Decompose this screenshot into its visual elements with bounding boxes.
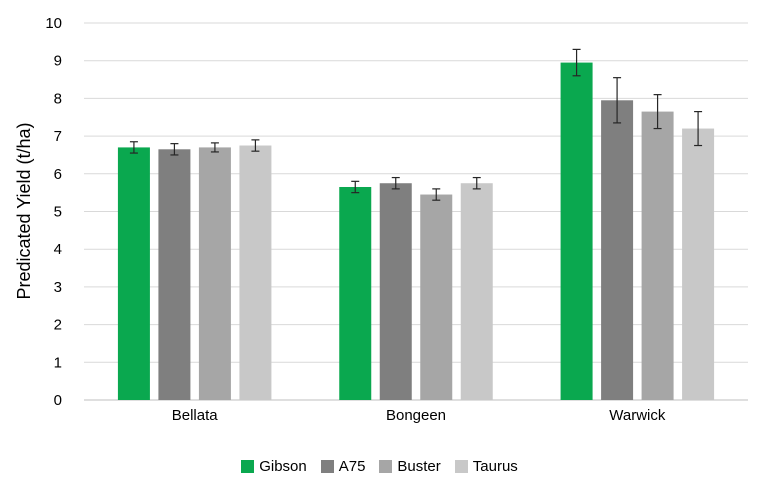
- y-tick-label: 9: [54, 53, 62, 70]
- bar-buster-bongeen: [420, 195, 452, 400]
- y-axis-label: Predicated Yield (t/ha): [14, 122, 34, 299]
- y-tick-label: 8: [54, 90, 62, 107]
- y-tick-label: 4: [54, 241, 62, 258]
- y-tick-label: 10: [45, 15, 62, 32]
- bar-buster-warwick: [642, 112, 674, 400]
- bar-taurus-bellata: [239, 146, 271, 400]
- y-tick-label: 2: [54, 317, 62, 334]
- legend-swatch: [379, 460, 392, 473]
- bar-gibson-bongeen: [339, 187, 371, 400]
- legend-item: A75: [321, 458, 366, 475]
- legend-swatch: [241, 460, 254, 473]
- legend-label: Taurus: [473, 458, 518, 475]
- y-tick-label: 0: [54, 392, 62, 409]
- legend: Gibson A75 Buster Taurus: [0, 458, 759, 475]
- bar-a75-warwick: [601, 100, 633, 400]
- legend-label: A75: [339, 458, 366, 475]
- legend-item: Gibson: [241, 458, 307, 475]
- legend-label: Buster: [397, 458, 440, 475]
- bar-gibson-bellata: [118, 147, 150, 400]
- x-tick-label: Bellata: [172, 407, 219, 424]
- legend-item: Buster: [379, 458, 440, 475]
- legend-swatch: [321, 460, 334, 473]
- y-tick-label: 5: [54, 204, 62, 221]
- bar-gibson-warwick: [561, 63, 593, 400]
- y-tick-label: 7: [54, 128, 62, 145]
- legend-item: Taurus: [455, 458, 518, 475]
- y-tick-label: 3: [54, 279, 62, 296]
- legend-swatch: [455, 460, 468, 473]
- bars: [118, 63, 714, 400]
- bar-taurus-warwick: [682, 129, 714, 400]
- bar-a75-bongeen: [380, 183, 412, 400]
- x-tick-label: Warwick: [609, 407, 666, 424]
- bar-a75-bellata: [158, 149, 190, 400]
- x-tick-labels: Bellata Bongeen Warwick: [172, 407, 666, 424]
- x-tick-label: Bongeen: [386, 407, 446, 424]
- y-tick-labels: 0 1 2 3 4 5 6 7 8 9 10: [45, 15, 62, 409]
- y-tick-label: 6: [54, 166, 62, 183]
- legend-label: Gibson: [259, 458, 307, 475]
- bar-buster-bellata: [199, 147, 231, 400]
- y-tick-label: 1: [54, 354, 62, 371]
- bar-taurus-bongeen: [461, 183, 493, 400]
